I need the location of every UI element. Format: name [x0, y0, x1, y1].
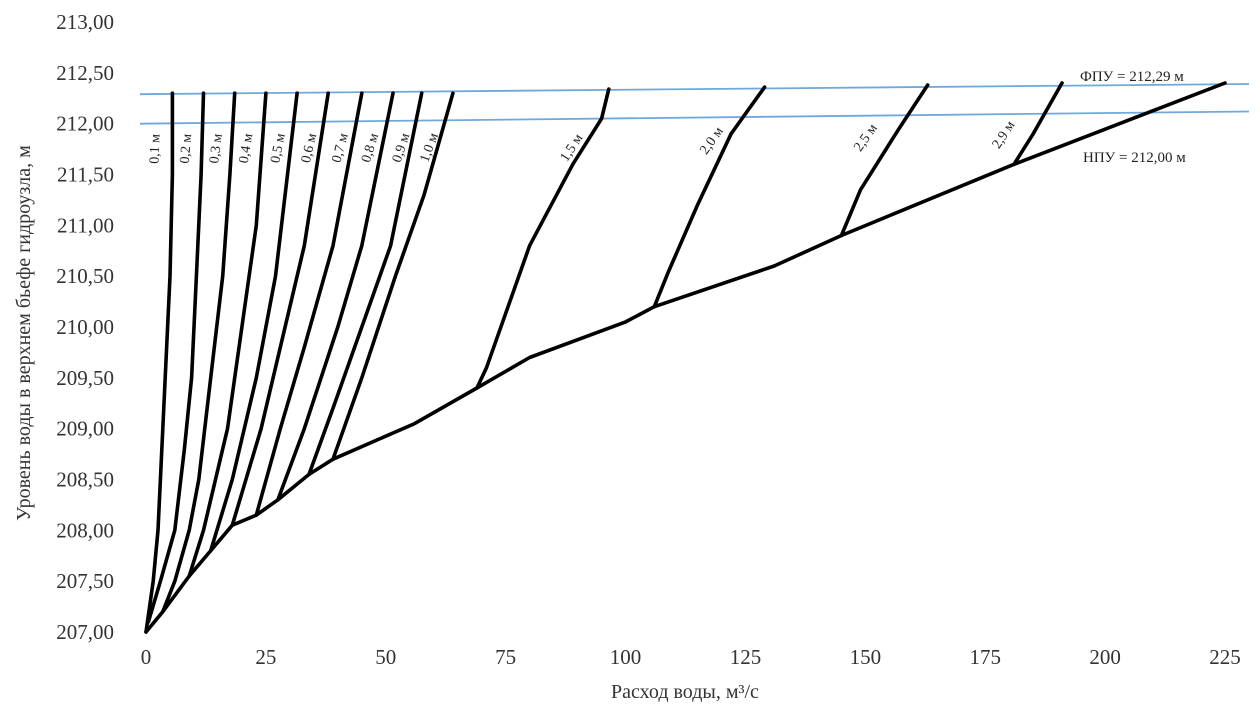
y-tick-label: 209,50 [56, 366, 114, 390]
y-tick-label: 212,50 [56, 61, 114, 85]
y-tick-label: 207,00 [56, 620, 114, 644]
gate-curve [187, 91, 268, 578]
gate-label: 0,6 м [299, 132, 320, 165]
y-tick-label: 211,50 [57, 163, 114, 187]
gate-curve [230, 91, 330, 527]
gate-curve [254, 91, 364, 517]
gate-label: 0,5 м [268, 132, 288, 164]
x-tick-label: 175 [969, 645, 1001, 669]
gate-opening-labels: 0,1 м 0,2 м 0,3 м 0,4 м 0,5 м 0,6 м 0,7 м 0,8 м… [147, 118, 1018, 164]
y-tick-label: 212,00 [56, 112, 114, 136]
y-tick-label: 211,00 [57, 213, 114, 237]
gate-curve [144, 91, 175, 634]
reference-line-label: НПУ = 212,00 м [1083, 150, 1186, 166]
y-tick-label: 208,50 [56, 468, 114, 492]
reference-line [139, 110, 1250, 125]
gate-curve [307, 91, 424, 477]
x-tick-label: 50 [375, 645, 396, 669]
y-axis-title: Уровень воды в верхнем бьефе гидроузла, … [13, 145, 35, 521]
gate-curve [146, 91, 206, 624]
reference-line-label: ФПУ = 212,29 м [1080, 69, 1184, 85]
x-tick-label: 100 [610, 645, 642, 669]
gate-curve [652, 85, 767, 309]
x-axis-ticks: 0 25 50 75 100 125 150 175 200 225 [141, 645, 1241, 669]
gate-curve [331, 91, 455, 461]
x-tick-label: 0 [141, 645, 152, 669]
envelope-curve-group [144, 81, 1227, 634]
gate-label: 2,9 м [990, 118, 1019, 151]
gate-label: 0,1 м [147, 134, 163, 165]
y-tick-label: 209,00 [56, 417, 114, 441]
y-tick-label: 210,50 [56, 264, 114, 288]
y-tick-label: 213,00 [56, 10, 114, 34]
gate-curve [161, 91, 237, 614]
x-tick-label: 225 [1209, 645, 1241, 669]
x-tick-label: 150 [850, 645, 882, 669]
y-axis-ticks: 207,00 207,50 208,00 208,50 209,00 209,50 210,… [56, 10, 114, 644]
reference-line [139, 83, 1250, 96]
gate-opening-curves [144, 81, 1064, 634]
y-tick-label: 210,00 [56, 315, 114, 339]
y-tick-label: 208,00 [56, 518, 114, 542]
x-tick-label: 75 [495, 645, 516, 669]
gate-label: 0,3 м [207, 133, 226, 165]
x-tick-label: 200 [1089, 645, 1121, 669]
gate-curve [1012, 81, 1064, 167]
x-tick-label: 125 [730, 645, 762, 669]
gate-label: 0,2 м [178, 133, 196, 164]
gate-curve [276, 91, 395, 502]
y-tick-label: 207,50 [56, 569, 114, 593]
gate-curve [475, 87, 611, 390]
reference-line-labels: ФПУ = 212,29 м НПУ = 212,00 м [1080, 69, 1186, 166]
x-tick-label: 25 [255, 645, 276, 669]
gate-label: 2,5 м [851, 121, 880, 154]
reference-lines [139, 83, 1250, 125]
gate-curve [208, 91, 299, 553]
gate-label: 0,4 м [237, 132, 257, 164]
gate-curve [839, 83, 930, 238]
x-axis-title: Расход воды, м³/с [611, 681, 759, 703]
envelope-curve [144, 81, 1227, 634]
